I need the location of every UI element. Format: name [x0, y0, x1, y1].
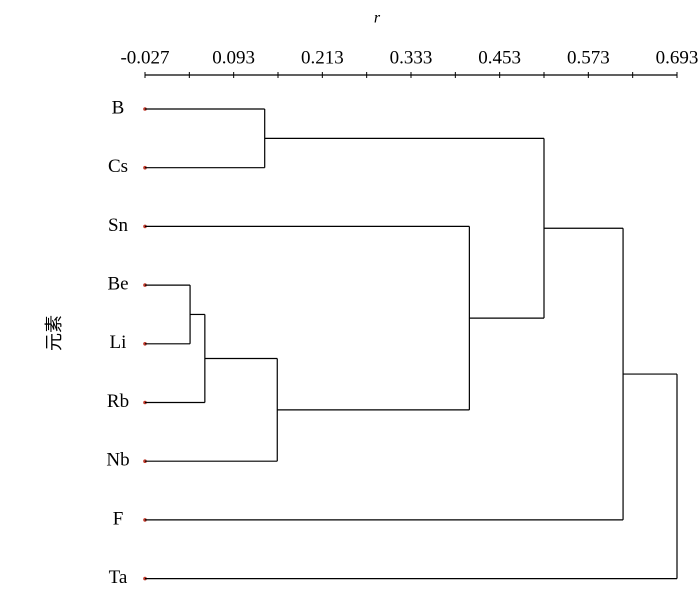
x-tick-label: -0.027 — [120, 47, 169, 68]
x-tick-label: 0.213 — [301, 47, 344, 68]
x-tick-label: 0.093 — [212, 47, 255, 68]
leaf-label: Rb — [107, 391, 129, 412]
x-tick-label: 0.573 — [567, 47, 610, 68]
leaf-label: Ta — [109, 567, 128, 588]
leaf-label: Cs — [108, 156, 128, 177]
leaf-label: Nb — [106, 450, 129, 471]
y-axis-label: 元素 — [44, 315, 65, 351]
leaf-label: F — [113, 508, 124, 529]
leaf-label: Be — [107, 273, 128, 294]
x-tick-label: 0.333 — [390, 47, 433, 68]
leaf-label: Sn — [108, 215, 129, 236]
leaf-label: B — [112, 97, 125, 118]
leaf-label: Li — [110, 332, 127, 353]
x-axis-label: r — [374, 10, 381, 27]
x-tick-label: 0.693 — [656, 47, 699, 68]
x-tick-label: 0.453 — [478, 47, 521, 68]
